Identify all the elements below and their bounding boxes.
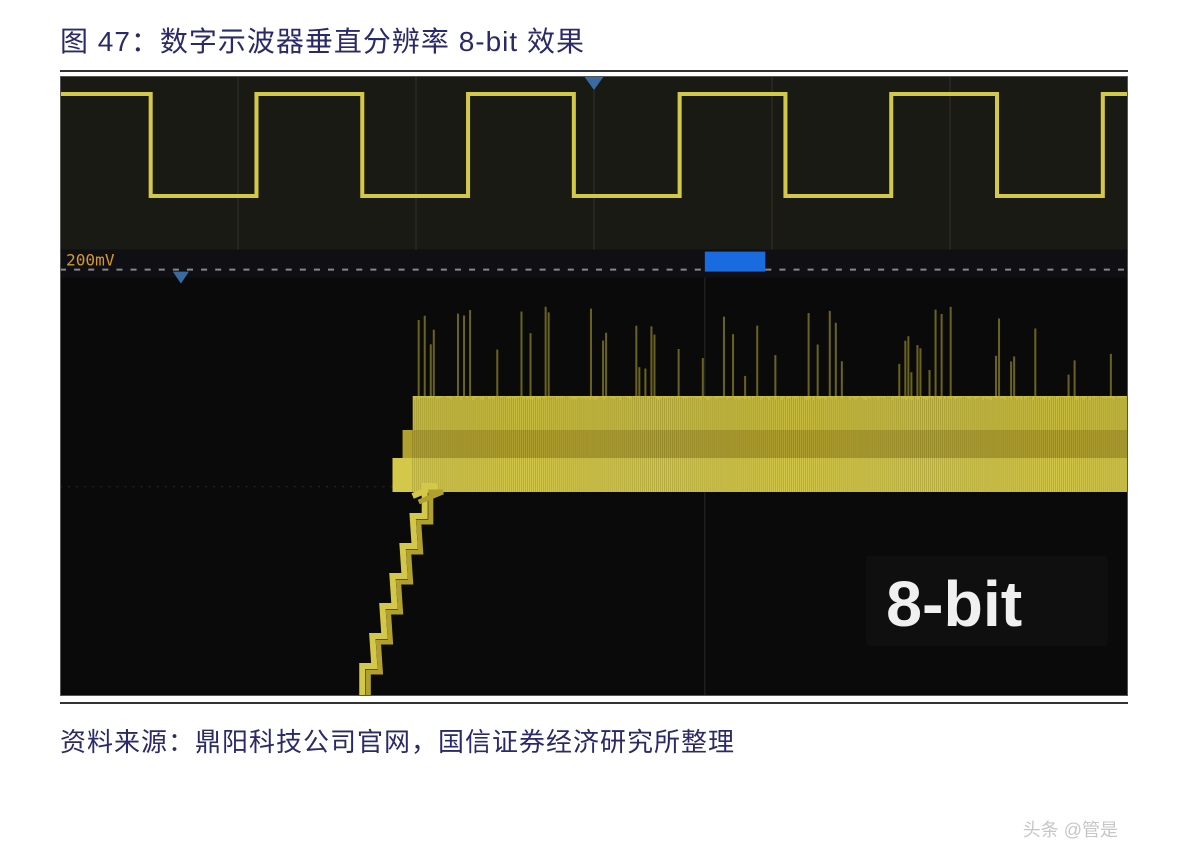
watermark: 头条 @管是 bbox=[1023, 816, 1118, 842]
divider-strip bbox=[60, 250, 1128, 278]
source-rule bbox=[60, 702, 1128, 704]
figure-title: 图 47：数字示波器垂直分辨率 8-bit 效果 bbox=[60, 20, 1128, 60]
oscilloscope-display: 200mV 8-bit bbox=[60, 76, 1128, 696]
scope-svg: 200mV 8-bit bbox=[60, 76, 1128, 696]
title-rule bbox=[60, 70, 1128, 72]
vertical-scale-label: 200mV bbox=[66, 251, 115, 270]
resolution-label: 8-bit bbox=[886, 568, 1022, 640]
zoom-region-indicator bbox=[705, 252, 765, 272]
source-citation: 资料来源：鼎阳科技公司官网，国信证券经济研究所整理 bbox=[60, 722, 1128, 759]
